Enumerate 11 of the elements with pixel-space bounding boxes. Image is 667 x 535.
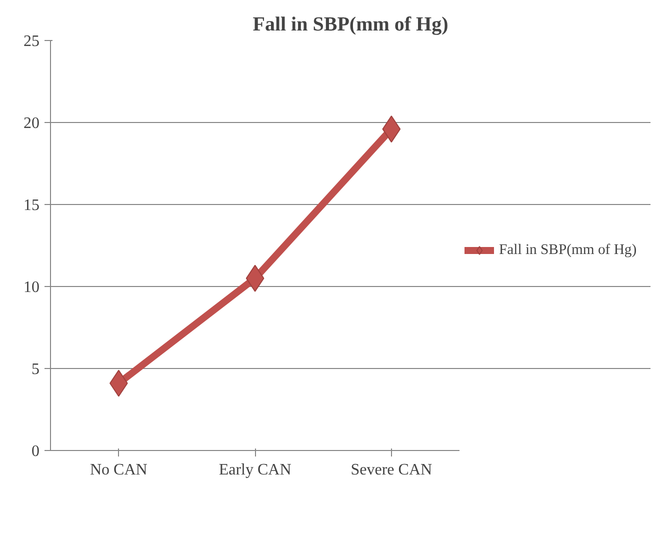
x-tick-label: No CAN: [90, 462, 148, 478]
y-tick-label: 25: [24, 33, 40, 50]
legend-label: Fall in SBP(mm of Hg): [499, 242, 637, 258]
y-tick-label: 10: [24, 279, 40, 296]
y-tick-label: 5: [32, 361, 40, 378]
x-tick-label: Early CAN: [218, 462, 292, 478]
y-tick-label: 20: [24, 115, 40, 132]
y-tick-label: 15: [24, 197, 40, 214]
x-tick-label: Severe CAN: [350, 462, 433, 478]
y-tick-label: 0: [32, 443, 40, 460]
chart-title: Fall in SBP(mm of Hg): [252, 14, 448, 36]
